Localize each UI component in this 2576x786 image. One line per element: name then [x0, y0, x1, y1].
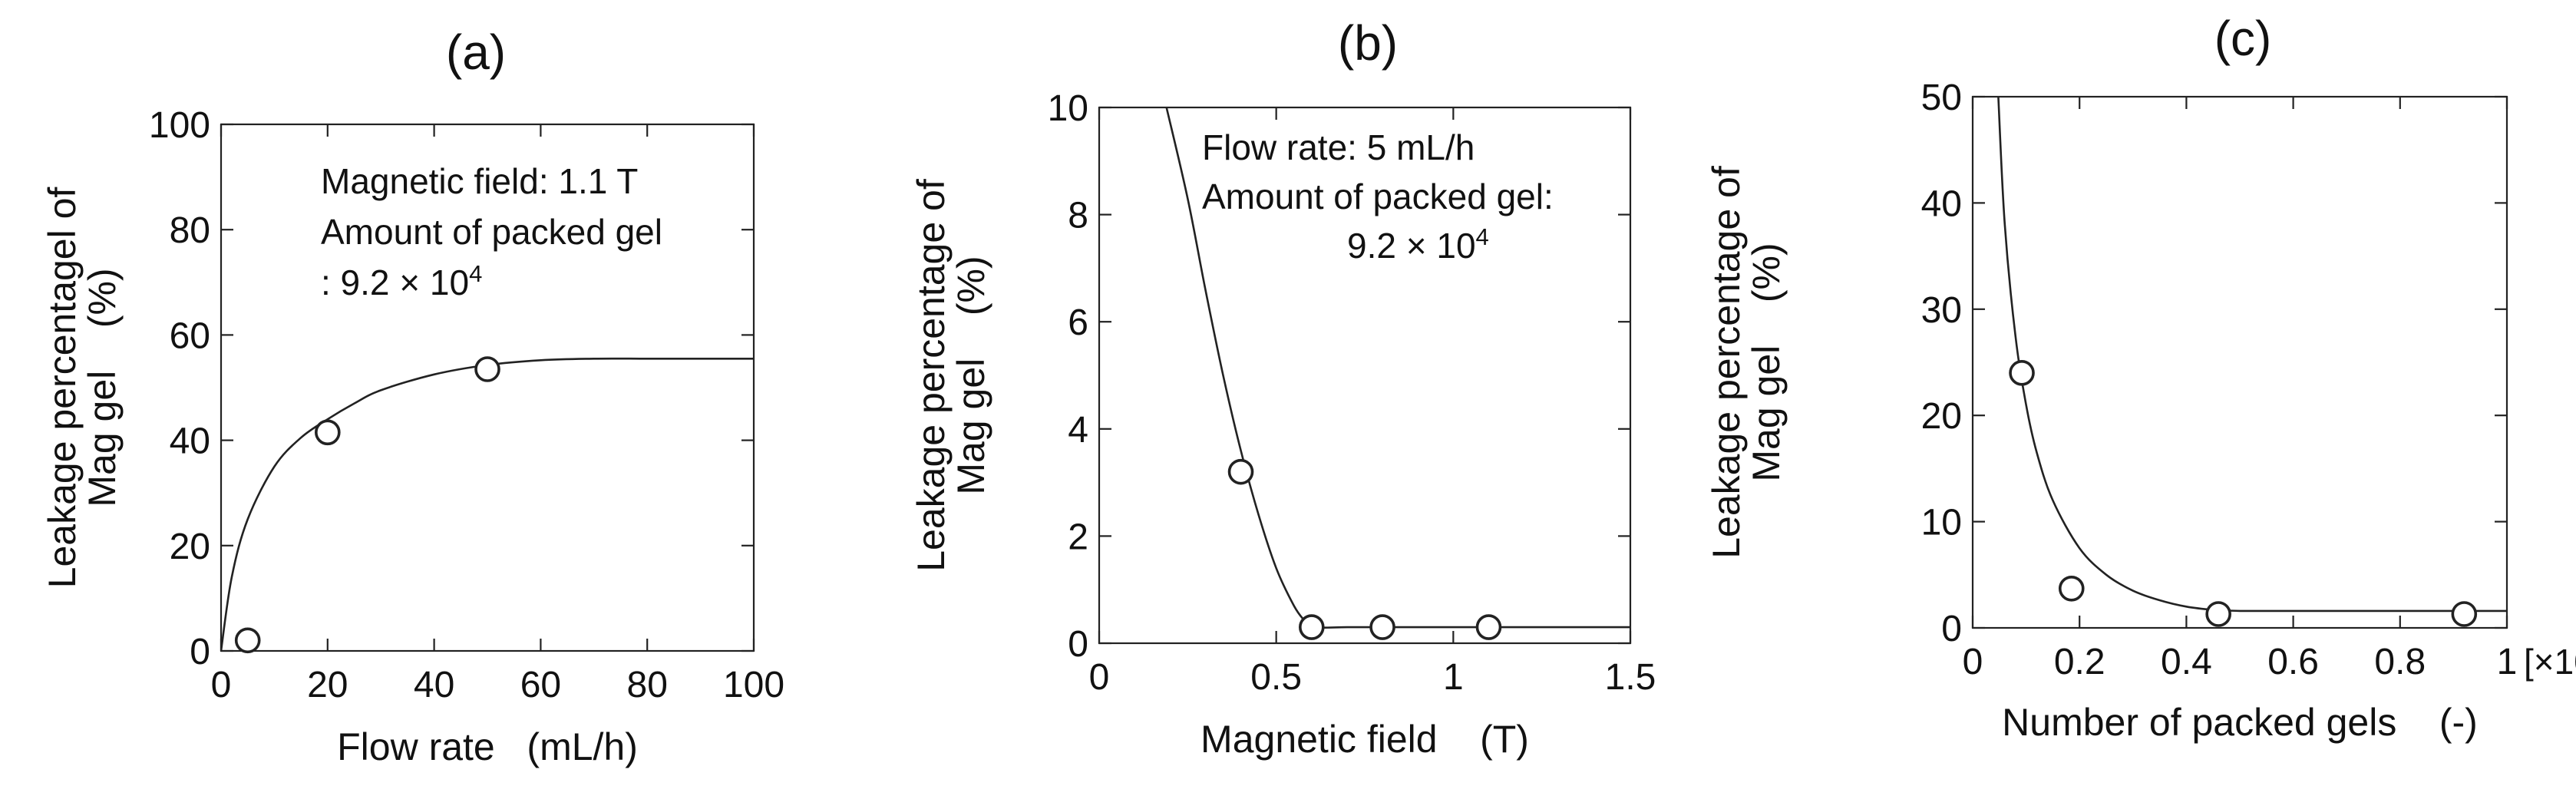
x-axis-label: Number of packed gels (-) — [2002, 701, 2478, 744]
data-point — [474, 356, 500, 382]
y-tick-label: 10 — [1048, 88, 1088, 129]
x-tick-label: 100 — [723, 665, 784, 705]
data-point — [1227, 458, 1254, 485]
annotation-text: Amount of packed gel — [321, 212, 662, 252]
panel-label: (a) — [446, 25, 506, 80]
y-tick-label: 50 — [1921, 78, 1962, 118]
data-point — [2009, 360, 2035, 386]
x-tick-label: 0.5 — [1250, 657, 1302, 698]
x-tick-label: 0.8 — [2374, 642, 2426, 682]
y-axis-label: Mag gel (%) — [81, 268, 124, 507]
annotation-text: Magnetic field: 1.1 T — [321, 161, 638, 201]
y-tick-label: 100 — [149, 105, 210, 146]
data-point — [1369, 614, 1395, 640]
x-tick-label: 1 — [2497, 642, 2518, 682]
x-tick-label: 0.2 — [2054, 642, 2105, 682]
annotation-text: 9.2 × 104 — [1347, 223, 1489, 266]
y-tick-label: 60 — [170, 315, 210, 356]
x-tick-label: 20 — [307, 665, 348, 705]
x-tick-label: 40 — [414, 665, 454, 705]
y-tick-label: 2 — [1068, 517, 1088, 557]
y-tick-label: 10 — [1921, 503, 1962, 543]
y-tick-label: 80 — [170, 210, 210, 251]
y-tick-label: 0 — [190, 632, 210, 672]
x-tick-label: 0 — [211, 665, 232, 705]
panel-label: (c) — [2214, 11, 2272, 66]
x-axis-label: Magnetic field (T) — [1200, 718, 1529, 761]
plot-frame — [1098, 106, 1632, 645]
y-tick-label: 0 — [1941, 609, 1962, 649]
data-point — [1475, 614, 1502, 640]
panel-label: (b) — [1338, 15, 1398, 71]
plot-frame — [1971, 95, 2508, 629]
y-axis-label: Mag gel (%) — [949, 256, 992, 494]
x-tick-label: 1 — [1443, 657, 1464, 698]
plot-frame — [220, 123, 755, 652]
fit-curve — [1997, 97, 2507, 613]
x-tick-label: 1.5 — [1605, 657, 1656, 698]
y-tick-label: 20 — [170, 527, 210, 567]
annotation-text: : 9.2 × 104 — [321, 260, 482, 303]
y-tick-label: 6 — [1068, 302, 1088, 343]
data-point — [1299, 614, 1325, 640]
x-axis-multiplier: [×105] — [2524, 639, 2576, 682]
y-axis-label: Mag gel (%) — [1745, 243, 1788, 481]
annotation-text: Flow rate: 5 mL/h — [1202, 127, 1475, 167]
data-point — [2451, 601, 2478, 627]
x-tick-label: 0 — [1963, 642, 1983, 682]
data-point — [2205, 601, 2231, 627]
x-tick-label: 60 — [520, 665, 561, 705]
data-point — [234, 627, 261, 654]
chart-panel-b: (b) 0 0.5 1 1.5 0 2 4 6 8 10 Magnetic field (T) Leak… — [910, 15, 1656, 761]
data-point — [314, 419, 341, 446]
x-tick-label: 0.6 — [2267, 642, 2319, 682]
y-axis-label: Leakage percentage of — [1705, 166, 1748, 559]
y-tick-label: 40 — [170, 421, 210, 462]
y-tick-label: 4 — [1068, 410, 1088, 451]
x-tick-label: 0 — [1089, 657, 1110, 698]
fit-curve — [221, 357, 754, 651]
y-tick-label: 30 — [1921, 290, 1962, 331]
y-axis-label: Leakage percentagel of — [41, 187, 84, 589]
x-tick-label: 0.4 — [2161, 642, 2212, 682]
y-tick-label: 40 — [1921, 183, 1962, 224]
y-tick-label: 20 — [1921, 396, 1962, 437]
x-axis-label: Flow rate (mL/h) — [337, 725, 638, 768]
fit-curve — [1165, 107, 1630, 629]
y-tick-label: 8 — [1068, 196, 1088, 236]
y-tick-label: 0 — [1068, 624, 1088, 665]
annotation-text: Amount of packed gel: — [1202, 177, 1554, 216]
data-point — [2058, 575, 2085, 602]
y-axis-label: Leakage percentage of — [910, 179, 953, 572]
chart-panel-a: (a) 0 20 40 60 80 100 0 20 40 60 80 100 Flow rate (mL… — [41, 25, 784, 768]
x-tick-label: 80 — [627, 665, 668, 705]
